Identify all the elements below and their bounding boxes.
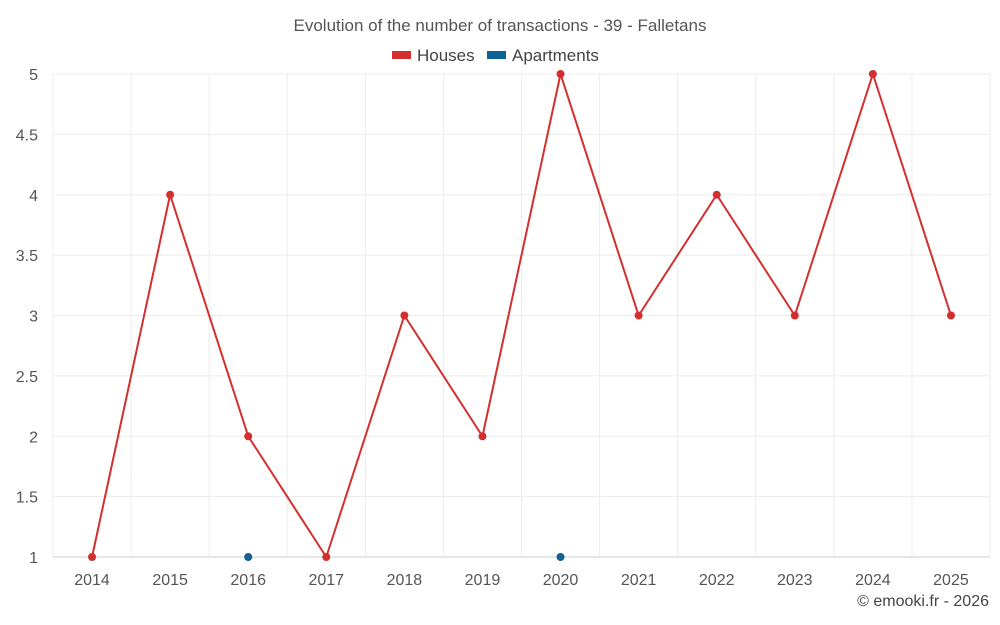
data-point-houses[interactable]: [712, 190, 721, 199]
y-tick-label: 1: [29, 550, 38, 567]
x-tick-label: 2016: [230, 572, 266, 589]
data-point-houses[interactable]: [400, 311, 409, 320]
x-tick-label: 2024: [855, 572, 891, 589]
x-tick-label: 2014: [74, 572, 110, 589]
y-tick-label: 3.5: [16, 248, 38, 265]
legend-swatch-apartments: [487, 51, 506, 59]
legend-label-houses[interactable]: Houses: [417, 46, 475, 65]
x-tick-label: 2015: [152, 572, 188, 589]
data-point-houses[interactable]: [790, 311, 799, 320]
data-point-apartments[interactable]: [556, 553, 565, 561]
x-tick-label: 2017: [308, 572, 344, 589]
y-tick-label: 3: [29, 309, 38, 326]
x-tick-label: 2020: [543, 572, 579, 589]
data-point-houses[interactable]: [244, 432, 253, 441]
y-tick-label: 2: [29, 429, 38, 446]
x-tick-label: 2025: [933, 572, 969, 589]
x-tick-label: 2021: [621, 572, 657, 589]
series-line-houses: [91, 73, 952, 558]
y-tick-label: 4.5: [16, 127, 38, 144]
x-tick-label: 2022: [699, 572, 735, 589]
copyright: © emooki.fr - 2026: [857, 593, 989, 610]
x-tick-label: 2018: [387, 572, 423, 589]
data-point-houses[interactable]: [868, 70, 877, 78]
y-tick-label: 2.5: [16, 369, 38, 386]
data-point-houses[interactable]: [478, 432, 487, 441]
data-point-houses[interactable]: [946, 311, 955, 320]
y-axis-ticks: 1 1.5 2 2.5 3 3.5 4 4.5 5: [16, 67, 38, 567]
chart-title: Evolution of the number of transactions …: [294, 16, 707, 35]
y-tick-label: 5: [29, 67, 38, 84]
data-point-houses[interactable]: [322, 553, 331, 561]
x-tick-label: 2023: [777, 572, 813, 589]
data-point-houses[interactable]: [556, 70, 565, 78]
series-layer: [88, 70, 955, 561]
data-point-houses[interactable]: [634, 311, 643, 320]
y-tick-label: 1.5: [16, 490, 38, 507]
x-tick-label: 2019: [465, 572, 501, 589]
legend-swatch-houses: [392, 51, 411, 59]
y-tick-label: 4: [29, 188, 38, 205]
data-point-houses[interactable]: [166, 190, 175, 199]
legend-label-apartments[interactable]: Apartments: [512, 46, 599, 65]
data-point-houses[interactable]: [88, 553, 97, 561]
data-point-apartments[interactable]: [244, 553, 253, 561]
x-axis-ticks: 2014 2015 2016 2017 2018 2019 2020 2021 2022 2023…: [74, 572, 969, 589]
legend: Houses Apartments: [392, 46, 599, 65]
